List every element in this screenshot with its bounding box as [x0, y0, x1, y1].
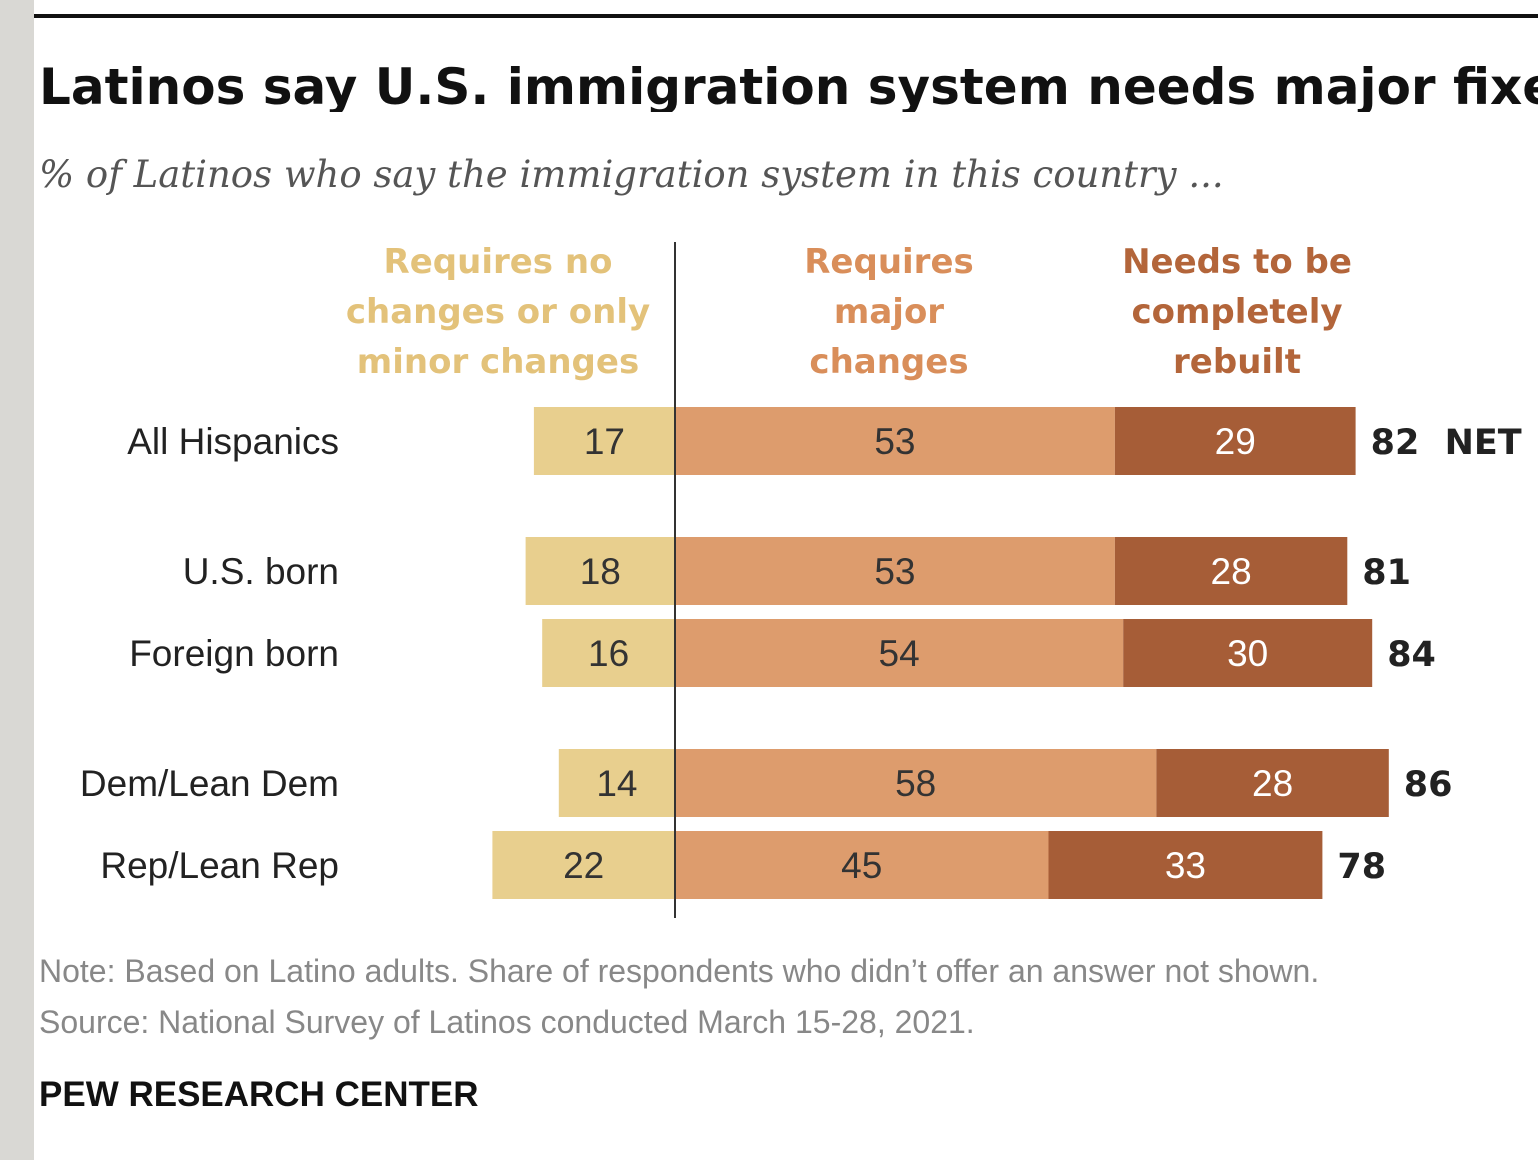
- series-header-2-line-0: Needs to be: [1122, 242, 1352, 282]
- bar-completely-rebuilt: [1156, 749, 1389, 817]
- data-label-rebuilt: 28: [1211, 551, 1252, 592]
- series-header-1-line-2: changes: [809, 342, 968, 382]
- chart-source: Source: National Survey of Latinos condu…: [39, 1004, 975, 1040]
- bar-major-changes: [675, 619, 1124, 687]
- data-label-major: 53: [874, 421, 915, 462]
- chart-note: Note: Based on Latino adults. Share of r…: [39, 953, 1320, 989]
- bar-minor-changes: [525, 537, 675, 605]
- data-label-minor: 17: [584, 421, 625, 462]
- bar-minor-changes: [558, 749, 675, 817]
- bar-minor-changes: [492, 831, 675, 899]
- series-header-2-line-1: completely: [1131, 292, 1342, 332]
- data-label-minor: 14: [596, 763, 637, 804]
- data-label-minor: 18: [580, 551, 621, 592]
- chart-subtitle: % of Latinos who say the immigration sys…: [39, 153, 1224, 196]
- brand-logo-text: PEW RESEARCH CENTER: [39, 1075, 479, 1114]
- data-label-minor: 22: [563, 845, 604, 886]
- series-header-2-line-2: rebuilt: [1173, 342, 1301, 382]
- bar-completely-rebuilt: [1048, 831, 1323, 899]
- bar-chart: Requires no changes or only minor changes R…: [80, 242, 1522, 918]
- category-label: Foreign born: [129, 633, 339, 674]
- bar-completely-rebuilt: [1114, 537, 1348, 605]
- data-label-major: 54: [879, 633, 920, 674]
- bar-minor-changes: [533, 407, 675, 475]
- bar-major-changes: [675, 749, 1157, 817]
- net-total-label: 82: [1371, 423, 1420, 463]
- series-header-0-line-0: Requires no: [384, 242, 613, 282]
- bar-major-changes: [675, 831, 1049, 899]
- data-label-rebuilt: 30: [1227, 633, 1268, 674]
- data-label-rebuilt: 28: [1252, 763, 1293, 804]
- category-label: Dem/Lean Dem: [80, 763, 339, 804]
- category-label: Rep/Lean Rep: [100, 845, 339, 886]
- data-label-major: 58: [895, 763, 936, 804]
- bar-major-changes: [675, 537, 1115, 605]
- net-total-label: 86: [1404, 765, 1453, 805]
- series-header-0-line-2: minor changes: [357, 342, 639, 382]
- series-header-1-line-0: Requires: [804, 242, 974, 282]
- data-label-major: 53: [874, 551, 915, 592]
- net-total-label: 81: [1362, 553, 1411, 593]
- net-total-label: 84: [1387, 635, 1436, 675]
- data-label-rebuilt: 33: [1165, 845, 1206, 886]
- data-label-rebuilt: 29: [1215, 421, 1256, 462]
- series-header-1-line-1: major: [834, 292, 944, 332]
- chart-card: Latinos say U.S. immigration system need…: [34, 0, 1538, 1160]
- bar-major-changes: [675, 407, 1115, 475]
- bar-minor-changes: [542, 619, 675, 687]
- category-label: U.S. born: [183, 551, 339, 592]
- net-caption: NET: [1445, 423, 1522, 463]
- bar-completely-rebuilt: [1114, 407, 1356, 475]
- chart-title: Latinos say U.S. immigration system need…: [39, 62, 1538, 112]
- data-label-major: 45: [841, 845, 882, 886]
- net-total-label: 78: [1337, 847, 1386, 887]
- category-label: All Hispanics: [127, 421, 339, 462]
- data-label-minor: 16: [588, 633, 629, 674]
- bar-completely-rebuilt: [1123, 619, 1373, 687]
- top-rule: [34, 14, 1538, 18]
- series-header-0-line-1: changes or only: [346, 292, 650, 332]
